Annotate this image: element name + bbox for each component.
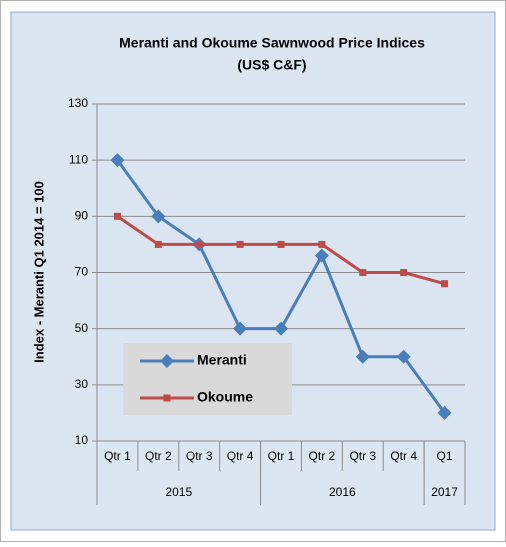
point	[233, 321, 248, 336]
x-tick-label: Qtr 4	[227, 449, 254, 463]
point	[113, 212, 121, 220]
point	[400, 269, 408, 276]
point	[154, 240, 162, 248]
group-label: 2016	[329, 485, 356, 499]
y-tick-label: 90	[75, 209, 89, 223]
point	[359, 269, 367, 276]
point	[160, 354, 174, 368]
x-tick-label: Qtr 1	[104, 449, 131, 463]
y-tick-label: 110	[69, 152, 88, 166]
x-tick-label: Qtr 3	[186, 449, 213, 463]
legend	[123, 343, 292, 415]
group-label: 2015	[165, 485, 192, 499]
x-tick-label: Qtr 4	[390, 449, 417, 463]
x-tick-label: Qtr 1	[268, 449, 295, 463]
point	[195, 240, 203, 248]
point	[274, 321, 288, 336]
y-tick-label: 50	[75, 321, 89, 335]
point	[236, 240, 244, 248]
x-tick-label: Qtr 2	[145, 449, 172, 463]
y-axis-label: Index - Meranti Q1 2014 = 100	[31, 181, 46, 363]
point	[163, 394, 171, 402]
y-tick-label: 30	[75, 377, 89, 391]
point	[314, 248, 329, 263]
legend-label: Okoume	[197, 389, 253, 405]
point	[396, 349, 411, 364]
group-label: 2017	[431, 485, 458, 499]
point	[441, 280, 449, 288]
chart-title: Meranti and Okoume Sawnwood Price Indice…	[119, 35, 425, 51]
chart-subtitle: (US$ C&F)	[237, 57, 306, 73]
x-tick-label: Qtr 3	[349, 449, 376, 463]
legend-label: Meranti	[197, 352, 247, 368]
y-tick-label: 10	[75, 433, 89, 447]
point	[318, 240, 326, 248]
point	[437, 405, 452, 420]
y-tick-label: 70	[75, 265, 89, 279]
x-tick-label: Qtr 2	[309, 449, 336, 463]
y-tick-label: 130	[68, 96, 88, 110]
x-tick-label: Q1	[437, 449, 453, 463]
point	[355, 349, 370, 364]
point	[277, 240, 285, 248]
point	[151, 209, 166, 224]
point	[110, 153, 125, 168]
